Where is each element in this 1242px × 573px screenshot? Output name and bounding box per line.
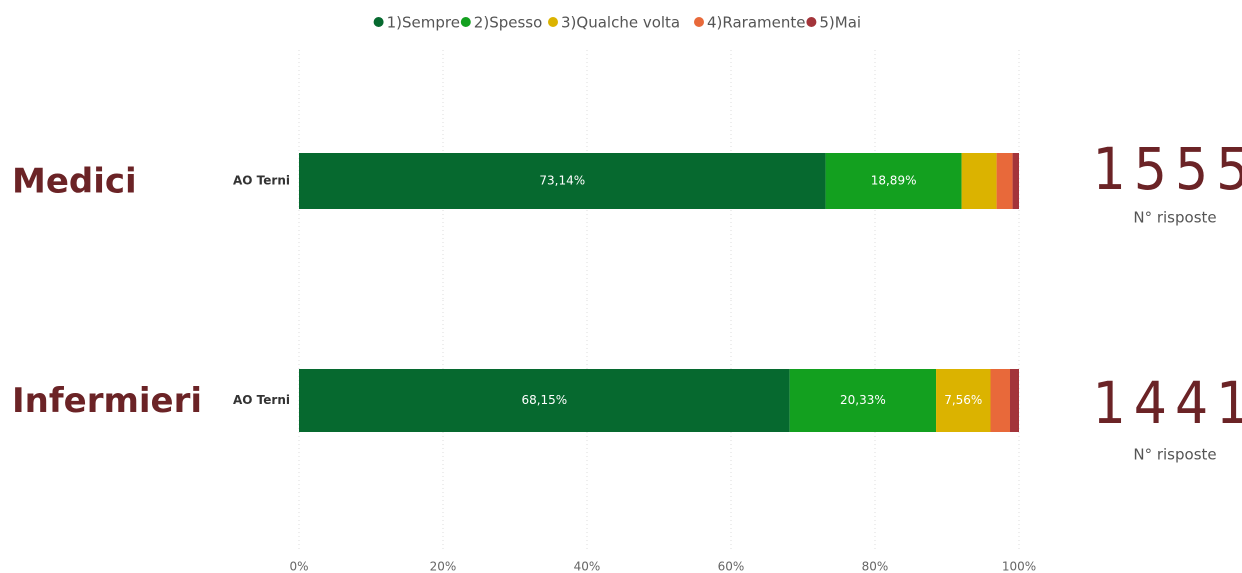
x-tick-label: 100%	[1002, 560, 1036, 573]
total-count: 1555	[1093, 135, 1242, 203]
x-tick-label: 40%	[574, 560, 601, 573]
total-label: N° risposte	[1133, 446, 1216, 464]
category-label: AO Terni	[233, 393, 290, 407]
legend-label: 4)Raramente	[707, 14, 806, 32]
value-label: 20,33%	[840, 393, 886, 407]
legend-marker	[460, 17, 471, 27]
x-tick-label: 0%	[289, 560, 308, 573]
legend-marker	[548, 17, 558, 27]
legend-label: 5)Mai	[819, 14, 861, 32]
value-label: 18,89%	[871, 174, 917, 188]
legend-marker	[806, 17, 817, 27]
legend-label: 3)Qualche volta	[561, 14, 680, 32]
bar-segment	[825, 153, 962, 209]
legend-marker	[694, 17, 704, 27]
value-label: 7,56%	[944, 393, 982, 407]
bar-segment	[990, 369, 1010, 432]
x-tick-label: 60%	[718, 560, 745, 573]
legend-marker	[373, 17, 384, 27]
value-label: 73,14%	[539, 174, 585, 188]
value-label: 68,15%	[521, 393, 567, 407]
bar-segment	[1012, 153, 1019, 209]
group-title: Medici	[12, 162, 137, 202]
bar-segment	[299, 369, 790, 432]
total-label: N° risposte	[1133, 209, 1216, 227]
bar-segment	[961, 153, 997, 209]
legend-label: 2)Spesso	[474, 14, 542, 32]
total-count: 1441	[1093, 369, 1242, 437]
x-tick-label: 80%	[862, 560, 889, 573]
category-label: AO Terni	[233, 174, 290, 188]
legend-label: 1)Sempre	[387, 14, 460, 32]
bar-segment	[789, 369, 937, 432]
x-tick-label: 20%	[430, 560, 457, 573]
bar-segment	[996, 153, 1013, 209]
group-title: Infermieri	[12, 381, 202, 421]
bar-segment	[299, 153, 826, 209]
bar-segment	[936, 369, 991, 432]
bar-segment	[1010, 369, 1019, 432]
